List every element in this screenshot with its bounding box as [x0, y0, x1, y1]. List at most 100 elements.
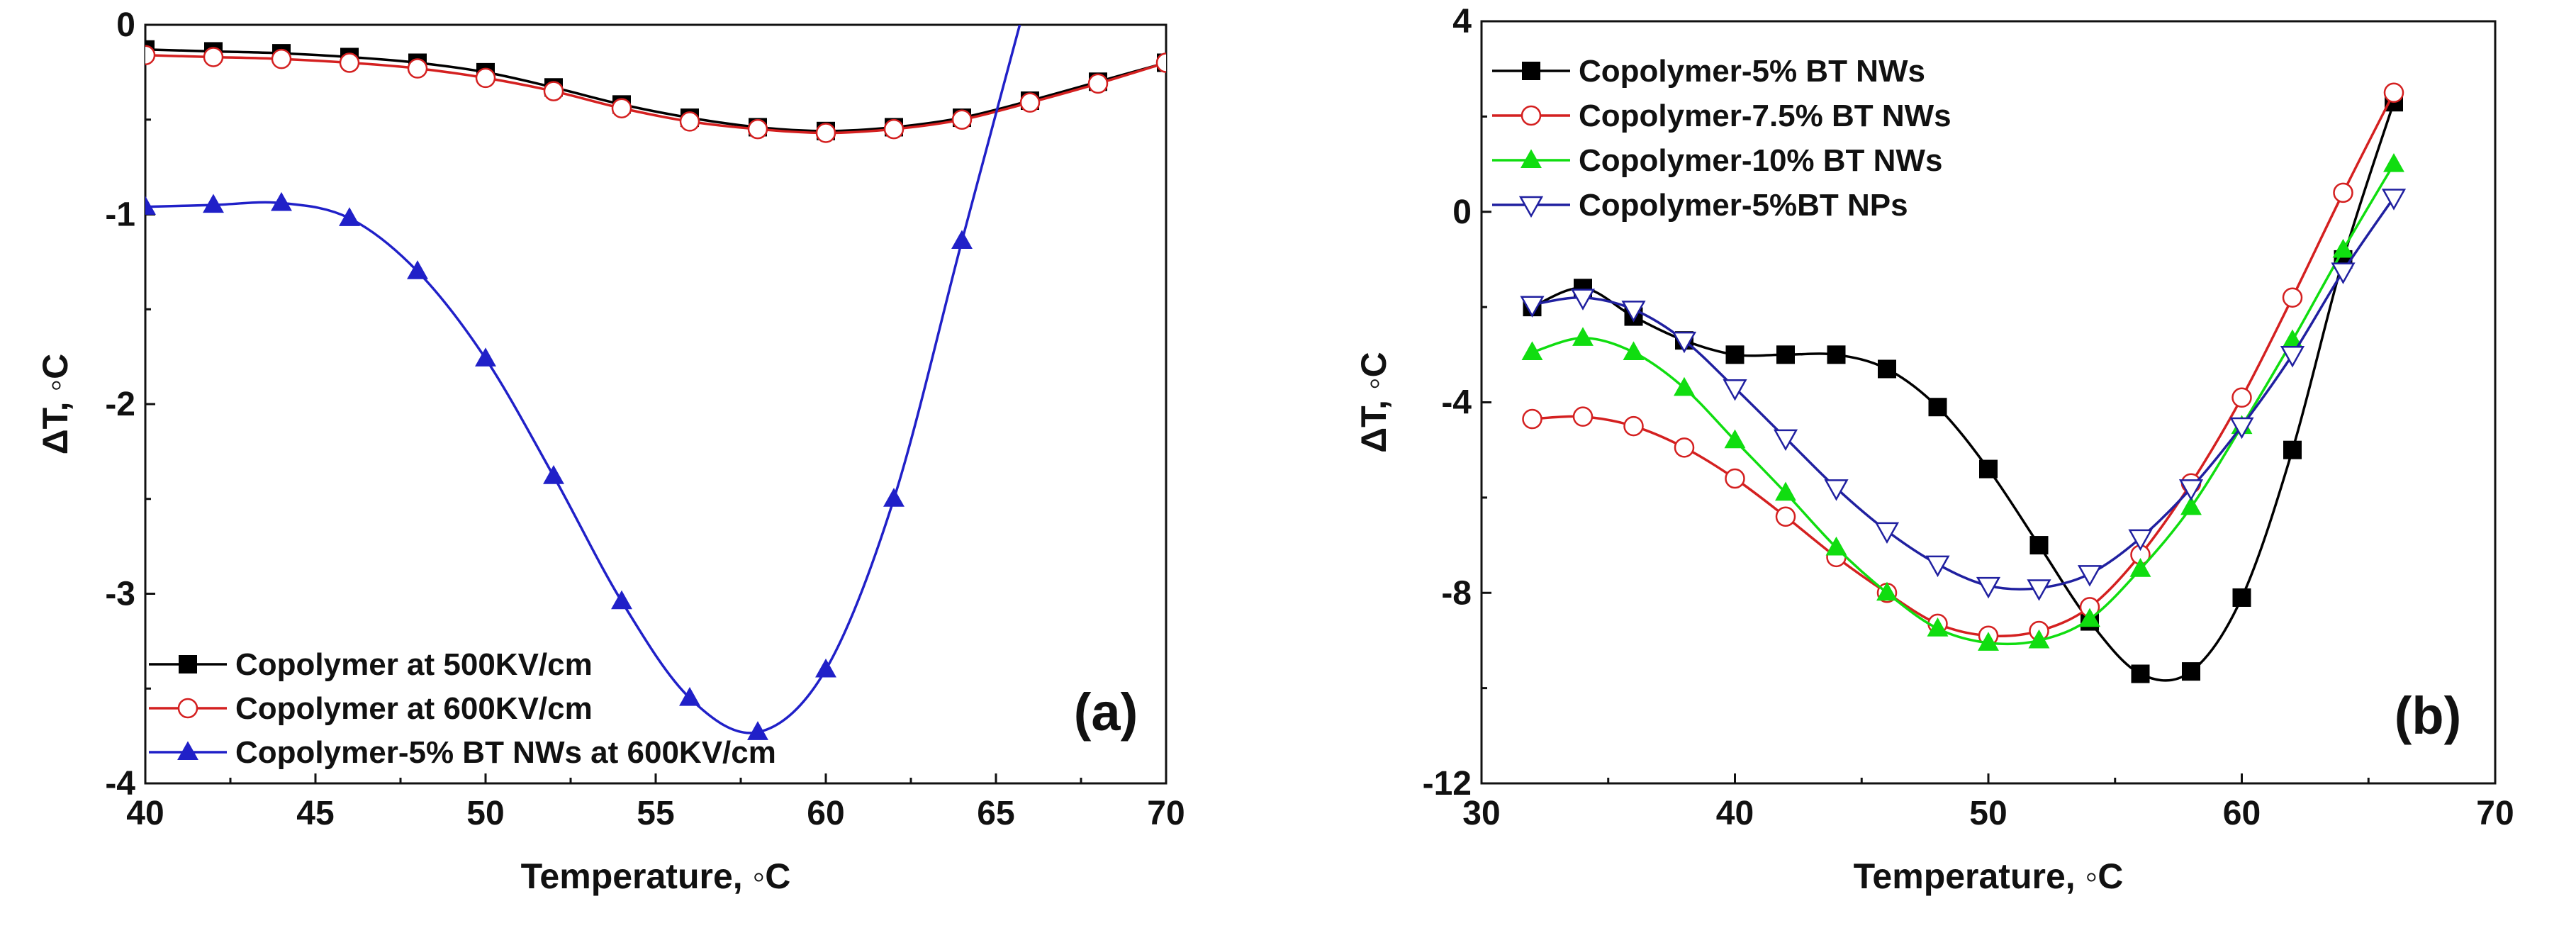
y-tick-label: 0: [116, 6, 135, 44]
data-point-series-4: [2178, 479, 2204, 501]
data-point-series-2: [271, 48, 292, 69]
y-tick-label: -2: [105, 386, 135, 423]
data-point-series-4: [1520, 296, 1545, 318]
chart-panel-b: 30 40 50 60 70 -12 -8 -4 0 4 Temperature, ◦C ΔT, ◦C…: [1354, 3, 2514, 896]
data-point-series-2: [815, 123, 836, 143]
data-point-series-3: [407, 260, 428, 279]
data-point-series-2: [1623, 415, 1644, 437]
data-point-series-3: [203, 194, 224, 213]
data-point-series-2: [883, 118, 905, 140]
data-point-series-4: [1824, 479, 1849, 501]
data-point-series-2: [951, 109, 973, 130]
data-point-series-3: [2079, 608, 2100, 627]
x-tick-label: 50: [1969, 795, 2007, 832]
data-point-series-1: [2182, 662, 2200, 681]
panel-label: (b): [2395, 686, 2462, 745]
legend-marker-2: [1521, 105, 1542, 126]
data-point-series-2: [407, 58, 428, 79]
x-tick-label: 65: [977, 795, 1014, 832]
data-point-series-2: [1572, 406, 1594, 427]
x-tick-label: 40: [1716, 795, 1754, 832]
data-point-series-2: [679, 111, 700, 132]
data-point-series-3: [271, 191, 292, 211]
data-point-series-2: [1725, 468, 1745, 489]
y-tick-label: -4: [1441, 384, 1472, 422]
data-point-series-2: [475, 67, 496, 89]
x-tick-label: 70: [2476, 795, 2514, 832]
data-point-series-4: [1671, 331, 1697, 354]
data-point-series-4: [1874, 522, 1900, 544]
data-point-series-2: [339, 52, 360, 73]
data-point-series-3: [1927, 617, 1949, 637]
data-point-series-3: [2028, 629, 2050, 649]
data-point-series-1: [2232, 588, 2251, 607]
y-tick-label: -3: [105, 576, 135, 613]
data-point-series-4: [1925, 555, 1950, 578]
x-tick-label: 30: [1462, 795, 1500, 832]
data-point-series-2: [2231, 387, 2252, 408]
y-tick-label: 0: [1452, 194, 1472, 231]
data-point-series-4: [2381, 189, 2407, 211]
data-point-series-1: [1827, 345, 1846, 364]
data-point-series-2: [611, 98, 632, 118]
legend: Copolymer at 500KV/cm Copolymer at 600KV/…: [149, 647, 776, 770]
data-point-series-2: [203, 47, 224, 67]
data-point-series-3: [883, 488, 905, 507]
x-tick-label: 50: [466, 795, 504, 832]
data-point-series-3: [339, 207, 360, 226]
data-point-series-3: [2180, 496, 2202, 515]
data-point-series-4: [2280, 346, 2305, 368]
legend-marker-3: [1521, 149, 1542, 169]
data-point-series-3: [1978, 632, 1999, 651]
data-point-series-3: [747, 721, 768, 740]
data-point-series-3: [611, 590, 632, 610]
y-tick-label: -12: [1423, 765, 1472, 803]
legend-label-1: Copolymer at 500KV/cm: [235, 647, 593, 682]
data-point-series-3: [1825, 536, 1847, 556]
data-point-series-3: [951, 230, 973, 249]
x-tick-label: 60: [2223, 795, 2261, 832]
data-point-series-1: [2283, 440, 2302, 459]
data-point-series-2: [1019, 92, 1041, 113]
data-point-series-2: [2333, 182, 2353, 203]
data-point-series-3: [1674, 376, 1695, 396]
plot-area: [1520, 82, 2407, 683]
data-point-series-4: [1570, 289, 1596, 311]
data-point-series-3: [2332, 238, 2354, 258]
data-point-series-4: [1621, 301, 1646, 323]
legend-label-3: Copolymer-10% BT NWs: [1579, 143, 1942, 178]
x-tick-label: 70: [1147, 795, 1185, 832]
data-point-series-2: [1775, 506, 1796, 527]
data-point-series-2: [2383, 82, 2404, 104]
data-point-series-4: [1976, 576, 2001, 599]
data-point-series-4: [2331, 262, 2356, 284]
data-point-series-3: [815, 658, 836, 678]
data-point-series-4: [1723, 379, 1747, 401]
data-point-series-3: [1775, 481, 1796, 501]
x-tick-label: 40: [126, 795, 164, 832]
data-point-series-4: [2077, 565, 2102, 587]
panel-label: (a): [1074, 683, 1138, 742]
legend: Copolymer-5% BT NWs Copolymer-7.5% BT NWs…: [1492, 54, 1951, 223]
data-point-series-4: [2027, 579, 2051, 601]
data-point-series-3: [2282, 329, 2303, 349]
y-tick-label: -1: [105, 196, 135, 234]
x-tick-label: 60: [807, 795, 844, 832]
y-tick-label: -8: [1441, 574, 1472, 612]
y-tick-label: -4: [105, 765, 135, 803]
chart-panel-a: 40 45 50 55 60 65 70 -4 -3 -2 -1 0 Temperature, ◦C ΔT…: [35, 6, 1185, 896]
data-point-series-2: [2282, 287, 2303, 308]
data-point-series-3: [679, 687, 700, 706]
series-line-2: [145, 54, 1166, 135]
data-point-series-2: [543, 81, 564, 101]
legend-label-4: Copolymer-5%BT NPs: [1579, 188, 1908, 223]
data-point-series-3: [475, 347, 496, 367]
data-point-series-2: [1087, 73, 1109, 94]
x-axis-label: Temperature, ◦C: [521, 856, 791, 896]
data-point-series-3: [543, 465, 564, 484]
plot-area: [145, 25, 1166, 740]
x-axis-label: Temperature, ◦C: [1854, 856, 2124, 896]
data-point-series-3: [2383, 152, 2404, 172]
